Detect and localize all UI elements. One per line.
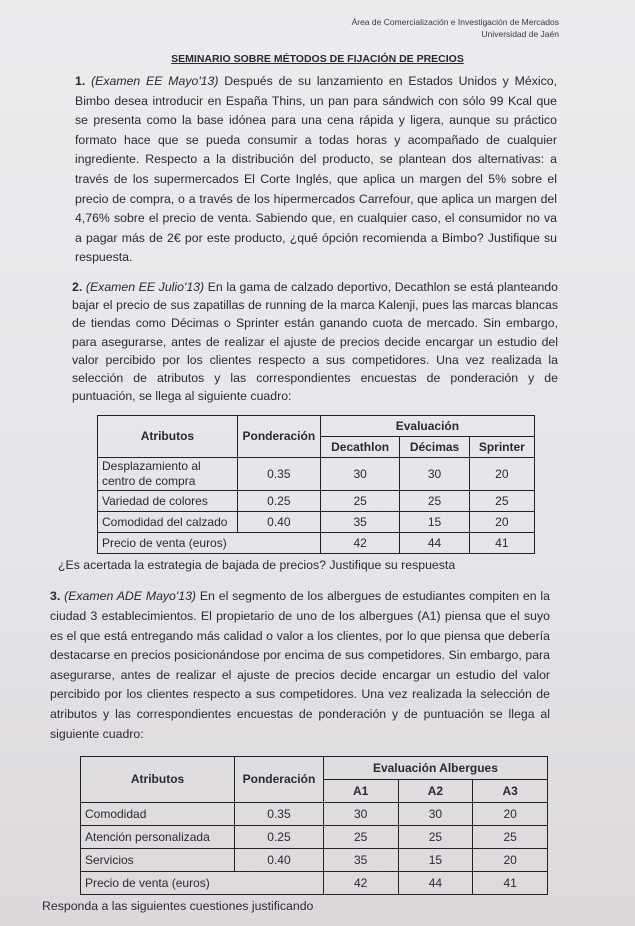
value-cell: 20 (472, 802, 548, 827)
question-number: 2. (72, 279, 83, 294)
page-title: SEMINARIO SOBRE MÉTODOS DE FIJACIÓN DE P… (171, 53, 464, 65)
weight-cell: 0.35 (236, 457, 321, 492)
col-header: A3 (472, 779, 548, 804)
col-header: Décimas (399, 436, 470, 459)
value-cell: 20 (468, 457, 536, 492)
weight-cell: 0.40 (234, 848, 324, 873)
table-row: Atención personalizada 0.25 25 25 25 (79, 825, 548, 850)
value-cell: 20 (472, 848, 548, 873)
header-evaluation: Evaluación (319, 415, 536, 438)
question-3-prompt: Responda a las siguientes cuestiones jus… (42, 899, 314, 914)
header-weight: Ponderación (234, 756, 324, 804)
question-1: 1. (Examen EE Mayo'13) Después de su lan… (75, 72, 557, 268)
attr-cell: Precio de venta (euros) (80, 871, 324, 896)
value-cell: 44 (399, 532, 470, 555)
value-cell: 30 (319, 457, 401, 492)
attr-cell: Atención personalizada (79, 825, 236, 850)
value-cell: 35 (319, 511, 401, 534)
value-cell: 20 (468, 511, 536, 534)
header-evaluation: Evaluación Albergues (322, 756, 549, 781)
question-source: (Examen EE Julio'13) (85, 279, 205, 294)
value-cell: 30 (397, 802, 474, 827)
value-cell: 25 (322, 825, 399, 850)
value-cell: 25 (472, 825, 548, 850)
value-cell: 41 (468, 532, 536, 555)
attr-cell: Comodidad del calzado (97, 511, 238, 534)
table-row: Servicios 0.40 35 15 20 (79, 848, 548, 873)
question-source: (Examen EE Mayo'13) (91, 74, 219, 88)
question-text: En el segmento de los albergues de estud… (50, 589, 550, 741)
question-number: 3. (50, 589, 61, 604)
value-cell: 42 (319, 532, 401, 555)
weight-cell: 0.25 (236, 490, 321, 513)
value-cell: 30 (322, 802, 399, 827)
question-number: 1. (75, 74, 86, 88)
price-row: Precio de venta (euros) 42 44 41 (97, 532, 536, 555)
question-2-prompt: ¿Es acertada la estrategia de bajada de … (58, 558, 456, 573)
question-2: 2. (Examen EE Julio'13) En la gama de ca… (72, 278, 558, 405)
col-header: A1 (322, 779, 399, 804)
col-header: Sprinter (468, 436, 536, 459)
table-row: Comodidad del calzado 0.40 35 15 20 (97, 511, 536, 534)
col-header: A2 (397, 779, 474, 804)
university-name: Universidad de Jaén (481, 29, 560, 39)
question-source: (Examen ADE Mayo'13) (64, 589, 197, 604)
table-row: Variedad de colores 0.25 25 25 25 (97, 490, 536, 513)
value-cell: 44 (397, 871, 474, 896)
header-attributes: Atributos (79, 756, 236, 804)
value-cell: 25 (468, 490, 536, 513)
institution-header: Área de Comercialización e Investigación… (0, 16, 559, 40)
question-text: En la gama de calzado deportivo, Decathl… (72, 279, 558, 404)
value-cell: 42 (322, 871, 399, 896)
question-3: 3. (Examen ADE Mayo'13) En el segmento d… (50, 587, 550, 744)
attr-cell: Servicios (79, 848, 236, 873)
attr-cell: Variedad de colores (97, 490, 238, 513)
header-weight: Ponderación (236, 415, 321, 459)
table-row: Desplazamiento al centro de compra 0.35 … (97, 457, 536, 492)
value-cell: 35 (322, 848, 399, 873)
value-cell: 30 (399, 457, 470, 492)
evaluation-table-albergues: Atributos Ponderación Evaluación Albergu… (79, 756, 549, 896)
attr-cell: Precio de venta (euros) (97, 532, 321, 555)
attr-cell: Desplazamiento al centro de compra (97, 457, 238, 492)
department-name: Área de Comercialización e Investigación… (351, 17, 559, 27)
value-cell: 15 (397, 848, 474, 873)
weight-cell: 0.40 (236, 511, 321, 534)
col-header: Decathlon (319, 436, 401, 459)
value-cell: 25 (399, 490, 470, 513)
evaluation-table-decathlon: Atributos Ponderación Evaluación Decathl… (97, 415, 536, 555)
value-cell: 25 (397, 825, 474, 850)
header-attributes: Atributos (97, 415, 238, 459)
question-text: Después de su lanzamiento en Estados Uni… (75, 74, 557, 265)
attr-cell: Comodidad (79, 802, 236, 827)
value-cell: 25 (319, 490, 401, 513)
weight-cell: 0.35 (234, 802, 324, 827)
weight-cell: 0.25 (234, 825, 324, 850)
value-cell: 41 (472, 871, 548, 896)
price-row: Precio de venta (euros) 42 44 41 (80, 871, 548, 896)
value-cell: 15 (399, 511, 470, 534)
table-row: Comodidad 0.35 30 30 20 (79, 802, 548, 827)
